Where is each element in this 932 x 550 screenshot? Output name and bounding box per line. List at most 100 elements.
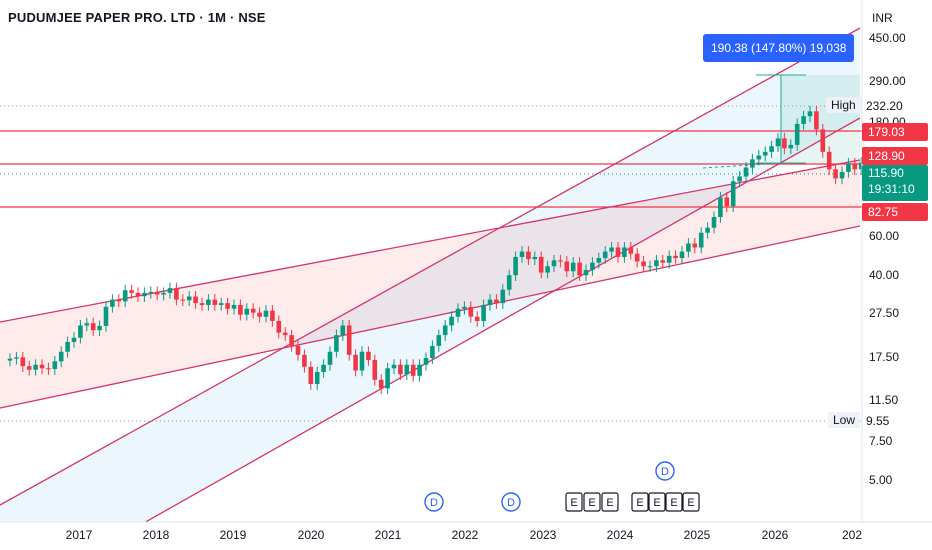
candle-body [65,341,70,352]
candle-body [718,197,723,218]
candle-body [455,308,461,317]
candle-body [295,345,301,355]
candle [660,254,666,269]
candle [481,299,486,327]
candle-body [846,163,851,172]
candle-body [417,364,422,376]
dividend-badge-letter: D [661,466,669,478]
candle-body [71,337,77,342]
candle-body [487,299,493,305]
time-tick: 2017 [66,528,93,542]
candle [647,260,653,273]
candle-body [244,308,250,315]
time-axis: 2017 2018 2019 2020 2021 2022 2023 2024 2025 2026… [0,521,932,550]
candle [78,320,83,344]
candle-body [686,243,691,252]
candle [270,305,275,327]
currency-label[interactable]: INR [872,11,893,25]
candle-body [193,296,198,304]
earnings-badge: E [583,492,601,512]
candle-body [852,163,858,170]
candle-body [826,151,832,170]
dividend-badge-letter: D [430,497,438,509]
candle [71,332,77,348]
candle [417,359,422,382]
candle-body [615,247,621,257]
channel-line-3 [0,27,861,506]
candle [180,294,186,307]
candle-body [372,359,378,380]
earnings-badge-box [583,492,601,512]
candle-body [519,251,525,257]
last-price-tag: 115.90 19:31:10 [862,165,928,201]
candle-body [218,303,224,305]
candle [858,157,864,176]
candle [26,360,32,376]
candle [7,353,13,367]
candle-body [225,303,230,309]
candle [833,163,838,185]
dividend-badge: D [655,461,675,481]
price-tick: 290.00 [869,74,906,88]
candle-body [602,251,608,259]
candle-body [385,368,390,389]
candle-body [679,251,685,259]
candle [462,301,467,315]
candle-body [378,379,384,389]
candle-body [500,289,506,304]
candle-body [858,162,864,170]
candle [711,211,717,234]
candle-body [474,316,480,322]
candle [52,355,58,375]
earnings-badge-letter: E [653,497,660,509]
candle-body [673,255,678,259]
candle [730,175,736,212]
candle [826,146,832,176]
candle [558,254,563,268]
candle-body [698,232,704,248]
candle-body [730,181,736,207]
candle [212,294,218,311]
earnings-badge-box [565,492,583,512]
candle-body [641,261,646,267]
candle [494,294,499,309]
candle [820,123,826,158]
candle [122,284,128,308]
candle [769,140,774,158]
candle [468,301,474,323]
candle [449,311,454,332]
low-value: 9.55 [866,414,890,428]
candle [372,354,378,386]
candle [686,238,691,258]
candle-body [359,351,365,371]
candle [577,257,582,282]
candle-body [532,256,538,260]
candle-body [90,323,96,331]
time-tick: 2023 [530,528,557,542]
candle-body [161,292,166,295]
candle-body [199,303,205,305]
candle-body [129,290,134,293]
candle-body [468,306,474,317]
candle-body [743,167,749,177]
candle [33,359,38,376]
candle [794,118,800,151]
candle [852,157,858,176]
candle [218,297,224,311]
candle [103,301,109,332]
earnings-badge-letter: E [670,497,677,509]
candle-body [142,292,147,297]
candle [65,336,70,358]
candle-body [314,371,320,384]
earnings-badge-box [601,492,619,512]
candle-body [353,354,358,371]
candle [90,317,96,336]
candle-body [833,169,838,179]
candle [487,294,493,311]
dividend-badge-letter: D [507,497,515,509]
candle-body [609,247,614,252]
candle-body [46,368,51,370]
candle [634,248,640,268]
candle [238,299,243,321]
